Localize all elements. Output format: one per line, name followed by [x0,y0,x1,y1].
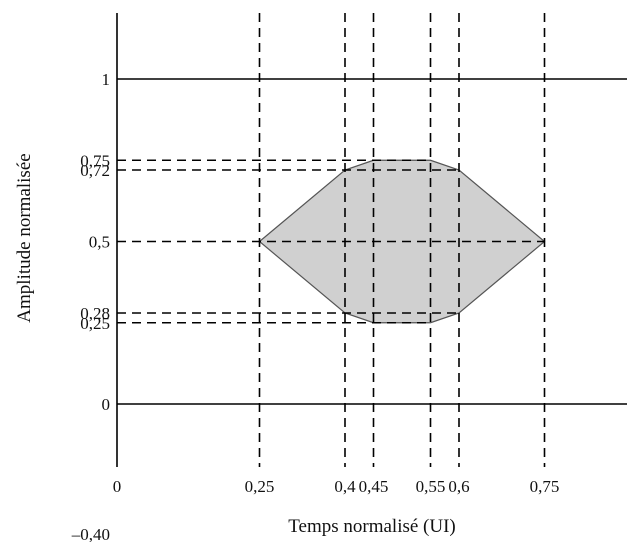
y-tick-label: 0 [102,395,111,414]
y-tick-label: 0,72 [80,161,110,180]
x-tick-label: 0 [113,477,122,496]
y-tick-label: 1 [102,70,111,89]
y-tick-label: –0,40 [71,525,110,542]
x-tick-label: 0,6 [448,477,469,496]
x-tick-label: 0,25 [245,477,275,496]
y-axis-title: Amplitude normalisée [14,153,35,322]
y-tick-label: 0,5 [89,233,110,252]
x-tick-label: 0,45 [359,477,389,496]
x-tick-label: 0,75 [530,477,560,496]
x-tick-label: 0,4 [334,477,356,496]
y-tick-label: 0,25 [80,314,110,333]
x-tick-label: 0,55 [416,477,446,496]
x-axis-title: Temps normalisé (UI) [288,516,456,537]
